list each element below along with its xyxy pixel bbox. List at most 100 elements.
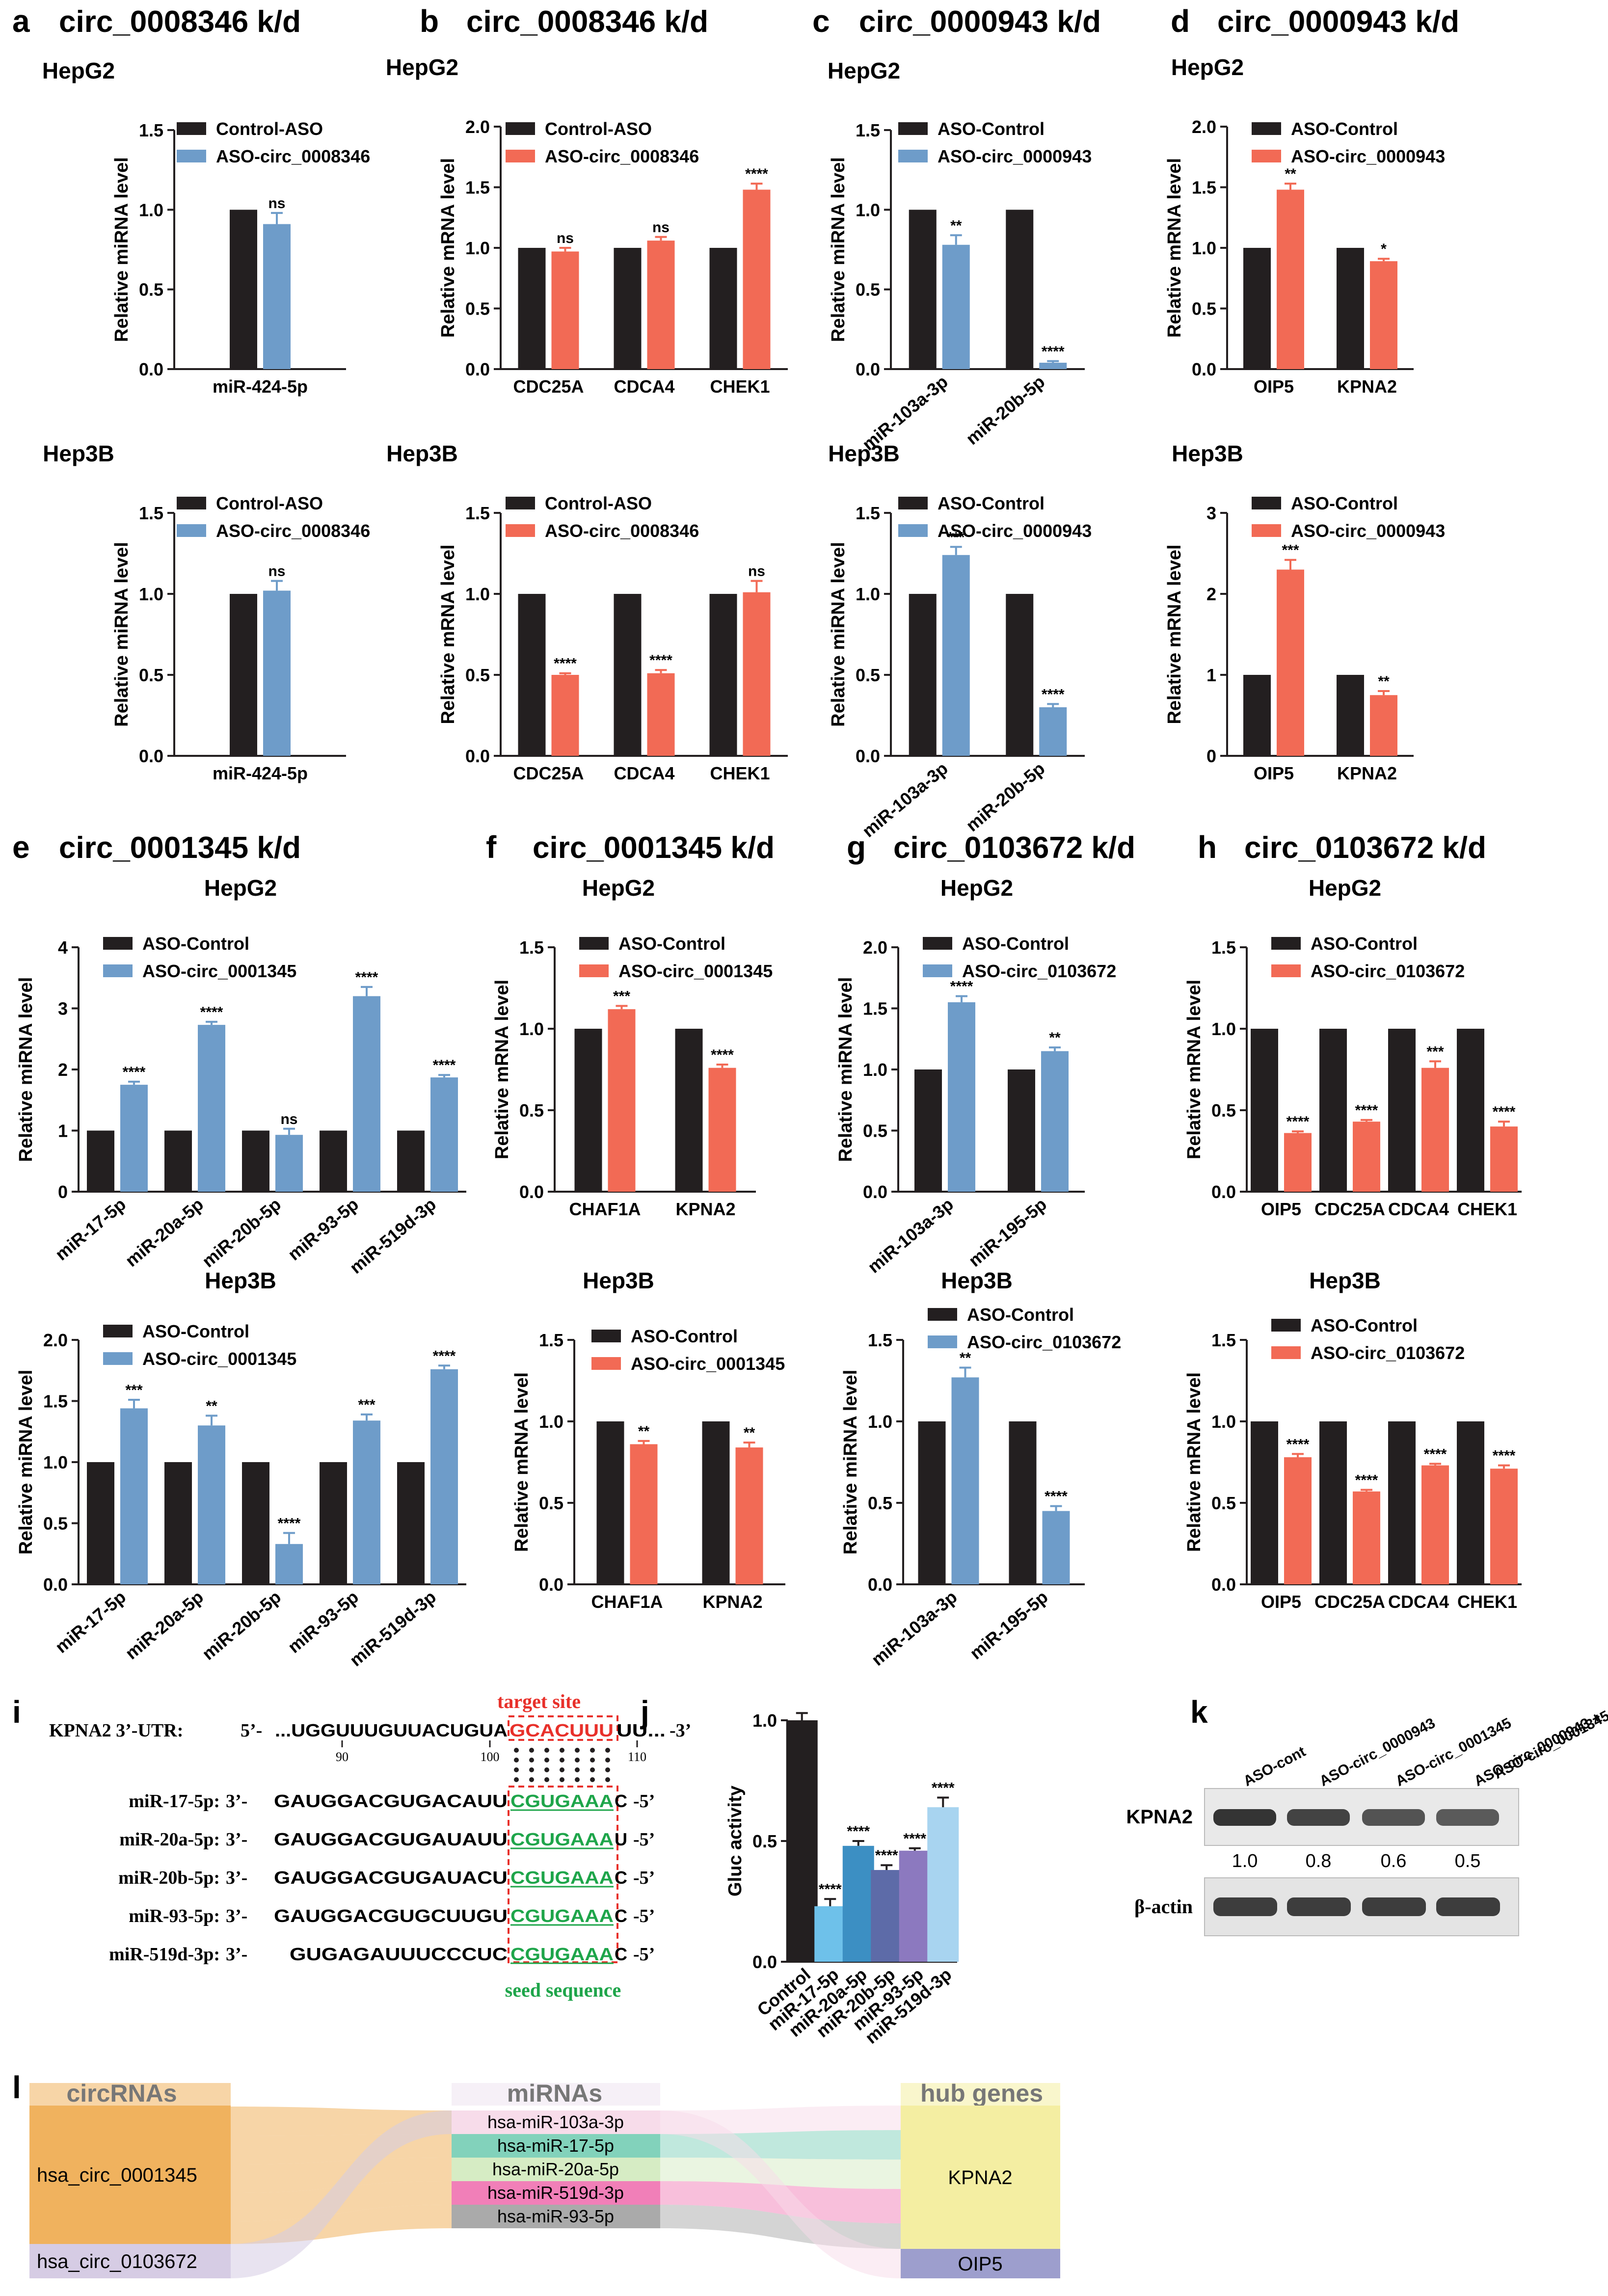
significance-mark: *** <box>613 988 630 1005</box>
legend-swatch <box>898 497 928 509</box>
y-tick-label: 1.0 <box>139 584 163 604</box>
legend-swatch <box>506 150 535 162</box>
significance-mark: **** <box>847 1823 870 1840</box>
chart-panel: g circ_0103672 k/d HepG2 0.0 0.5 1.0 1.5 2.0 Rel… <box>835 829 1135 1277</box>
bar-control <box>87 1462 114 1584</box>
mirna-seed: CGUGAAA <box>510 1868 614 1888</box>
significance-mark: ns <box>268 563 285 580</box>
bar-treatment <box>263 224 291 369</box>
sankey-header: circRNAs <box>66 2080 177 2107</box>
mirna-seed: CGUGAAA <box>510 1829 614 1849</box>
pair-dot <box>529 1748 534 1753</box>
bar-treatment <box>430 1369 458 1584</box>
circrna-label: hsa_circ_0001345 <box>37 2164 197 2186</box>
bar-treatment <box>1284 1133 1312 1192</box>
y-axis-label: Relative miRNA level <box>16 977 36 1162</box>
panel-heading: circ_0001345 k/d <box>59 831 301 865</box>
x-tick-label: miR-20b-5p <box>962 372 1049 449</box>
legend-label: Control-ASO <box>545 493 652 513</box>
circrna-node <box>29 2244 231 2278</box>
chart-panel: Hep3B 0.0 0.5 1.0 1.5 Relative miRNA level ***… <box>828 441 1092 841</box>
sankey-flow <box>231 2158 452 2193</box>
y-axis-label: Relative miRNA level <box>111 542 132 727</box>
significance-mark: *** <box>125 1382 142 1398</box>
sankey-header: miRNAs <box>507 2080 602 2107</box>
chart-title: Hep3B <box>386 441 458 466</box>
bar-treatment <box>942 555 970 756</box>
y-tick-label: 1.5 <box>465 503 490 523</box>
chart-panel: Hep3B 0.0 0.5 1.0 1.5 Relative mRNA level ****… <box>1184 1268 1522 1612</box>
bar-control <box>675 1029 703 1192</box>
y-tick-label: 1 <box>58 1121 68 1141</box>
panel-heading: circ_0001345 k/d <box>533 831 775 865</box>
chart-title: Hep3B <box>941 1268 1013 1293</box>
significance-mark: ** <box>950 217 962 234</box>
legend-swatch <box>1252 497 1281 509</box>
y-tick-label: 2 <box>1206 584 1216 604</box>
y-tick-label: 0.0 <box>856 359 880 379</box>
utr-prefix: 5’- <box>241 1720 262 1741</box>
chart-title: HepG2 <box>828 58 900 83</box>
position-110: 110 <box>628 1750 646 1764</box>
chart-panel: c circ_0000943 k/d HepG2 0.0 0.5 1.0 1.5 Relati… <box>812 3 1101 454</box>
bar <box>927 1807 959 1962</box>
legend-label: ASO-circ_0008346 <box>216 146 370 166</box>
pair-dot <box>544 1748 549 1753</box>
pair-dot <box>575 1767 580 1772</box>
kpna2-band <box>1287 1809 1350 1826</box>
legend-swatch <box>579 964 609 977</box>
y-tick-label: 1.5 <box>1192 178 1216 198</box>
bar-control <box>1457 1421 1484 1584</box>
legend-swatch <box>1252 122 1281 135</box>
pair-dot <box>560 1777 564 1782</box>
mirna-tail: U <box>615 1829 627 1849</box>
mirna-name: miR-17-5p: <box>129 1791 220 1812</box>
chart-title: HepG2 <box>1171 54 1244 80</box>
y-tick-label: 1.5 <box>868 1330 892 1350</box>
pair-dot <box>544 1758 549 1762</box>
significance-mark: ns <box>280 1111 297 1127</box>
y-tick-label: 0.5 <box>43 1514 68 1534</box>
y-tick-label: 3 <box>1206 503 1216 523</box>
sankey-header-band <box>901 2083 1060 2106</box>
chart-panel: e circ_0001345 k/d HepG2 0 1 2 3 4 Relative miRN… <box>12 829 466 1278</box>
chart-panel: Hep3B 0 1 2 3 Relative mRNA level *** OIP5 ** KPN… <box>1164 441 1445 783</box>
bar-control <box>614 594 642 756</box>
x-tick-label: CDCA4 <box>1388 1592 1449 1612</box>
panel-label: a <box>12 3 30 39</box>
y-tick-label: 0.5 <box>863 1121 887 1141</box>
bar-treatment <box>120 1408 148 1584</box>
legend-swatch <box>579 937 609 950</box>
y-axis-label: Relative mRNA level <box>492 980 512 1159</box>
pair-dot <box>590 1758 595 1762</box>
mirna-seed: CGUGAAA <box>510 1944 614 1964</box>
panel-heading: circ_0008346 k/d <box>466 5 708 39</box>
x-tick-label: CDCA4 <box>614 376 674 397</box>
legend-swatch <box>506 497 535 509</box>
x-tick-label: CDC25A <box>513 763 584 783</box>
y-tick-label: 1.0 <box>868 1412 892 1432</box>
y-tick-label: 0.0 <box>43 1575 68 1595</box>
bar-control <box>614 248 642 369</box>
legend-label: ASO-Control <box>1291 119 1398 139</box>
bar-treatment <box>1039 363 1067 369</box>
quant-value: 0.6 <box>1381 1851 1407 1871</box>
y-tick-label: 0.5 <box>519 1100 544 1121</box>
bar-treatment <box>951 1377 979 1584</box>
y-axis-label: Relative mRNA level <box>1164 158 1185 338</box>
y-axis-label: Relative miRNA level <box>840 1370 861 1555</box>
legend-label: ASO-circ_0001345 <box>631 1354 785 1374</box>
y-tick-label: 3 <box>58 999 68 1019</box>
mirna-prefix: 3’- <box>226 1868 247 1888</box>
legend-label: Control-ASO <box>216 493 323 513</box>
y-tick-label: 0.5 <box>1192 299 1216 319</box>
bar-treatment <box>430 1077 458 1192</box>
legend-label: ASO-circ_0000943 <box>1291 521 1445 541</box>
quant-value: 1.0 <box>1232 1851 1258 1871</box>
x-tick-label: CHAF1A <box>591 1592 663 1612</box>
mirna-node <box>452 2205 660 2228</box>
utr-seq-target: GCACUUU <box>509 1720 614 1740</box>
mirna-seed: CGUGAAA <box>510 1791 614 1811</box>
significance-mark: **** <box>554 656 577 672</box>
